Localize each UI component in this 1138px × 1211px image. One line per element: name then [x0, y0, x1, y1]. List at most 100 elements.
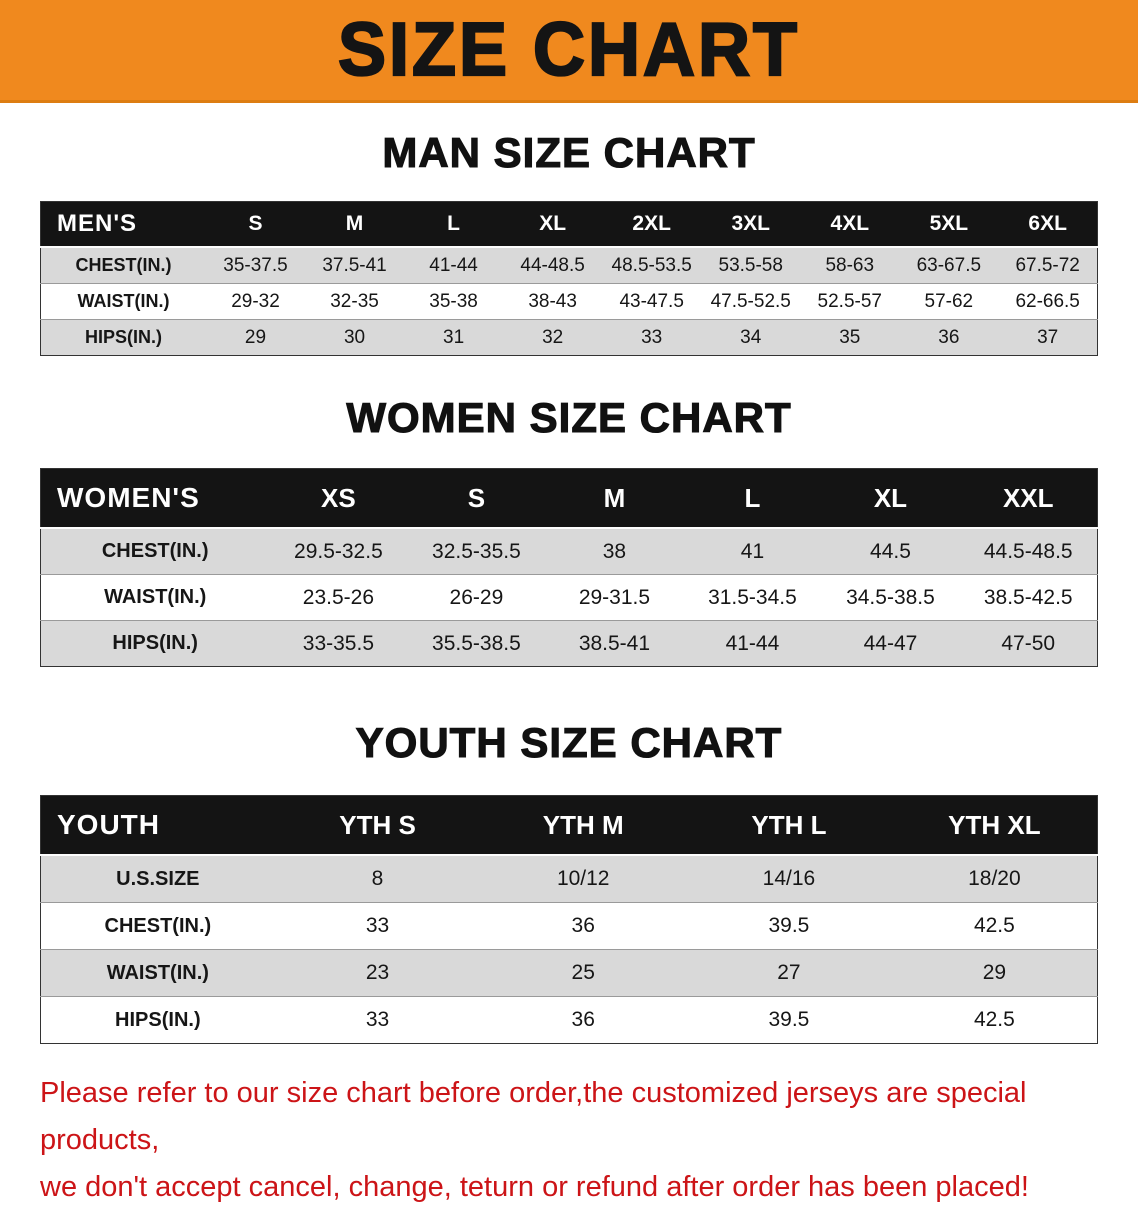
size-column-header: S: [205, 201, 306, 248]
measurement-value: 29-31.5: [545, 574, 684, 621]
measurement-value: 57-62: [899, 283, 999, 320]
measurement-value: 39.5: [686, 902, 892, 950]
table-row: U.S.SIZE 8 10/12 14/16 18/20: [40, 854, 1098, 903]
measurement-value: 41-44: [683, 620, 822, 667]
measurement-value: 52.5-57: [800, 283, 900, 320]
table-row: CHEST(IN.) 33 36 39.5 42.5: [40, 902, 1098, 950]
measurement-value: 44-48.5: [503, 246, 603, 284]
man-section-heading: MAN SIZE CHART: [382, 128, 756, 176]
size-column-header: 5XL: [899, 201, 999, 248]
measurement-value: 37: [998, 319, 1098, 356]
measurement-value: 42.5: [891, 996, 1098, 1044]
measurement-value: 48.5-53.5: [602, 246, 702, 284]
measurement-label: U.S.SIZE: [40, 854, 275, 903]
womens-size-table: WOMEN'S XS S M L XL XXL CHEST(IN.) 29.5-32.5 32.…: [40, 468, 1098, 667]
measurement-value: 39.5: [686, 996, 892, 1044]
measurement-value: 29: [891, 949, 1098, 997]
measurement-value: 35: [800, 319, 900, 356]
measurement-value: 8: [274, 854, 481, 903]
measurement-value: 14/16: [686, 854, 892, 903]
measurement-value: 10/12: [480, 854, 687, 903]
measurement-label: HIPS(IN.): [40, 996, 275, 1044]
measurement-value: 31.5-34.5: [683, 574, 822, 621]
measurement-value: 62-66.5: [998, 283, 1098, 320]
womens-table-body: CHEST(IN.) 29.5-32.5 32.5-35.5 38 41 44.5 44.5…: [40, 527, 1098, 667]
table-row: WAIST(IN.) 23 25 27 29: [40, 949, 1098, 997]
size-column-header: 3XL: [701, 201, 801, 248]
size-column-header: L: [404, 201, 504, 248]
size-column-header: YTH XL: [891, 795, 1098, 856]
mens-size-table: MEN'S S M L XL 2XL 3XL 4XL 5XL 6XL CHEST(IN.) 35-3…: [40, 201, 1098, 356]
measurement-value: 33: [274, 902, 481, 950]
youth-size-section: YOUTH SIZE CHART YOUTH YTH S YTH M YTH L YTH…: [0, 718, 1138, 1044]
measurement-value: 23.5-26: [269, 574, 408, 621]
measurement-label: HIPS(IN.): [40, 319, 206, 356]
table-row: HIPS(IN.) 33 36 39.5 42.5: [40, 996, 1098, 1044]
table-group-label: MEN'S: [40, 201, 206, 248]
measurement-label: HIPS(IN.): [40, 620, 270, 667]
measurement-value: 32: [503, 319, 603, 356]
size-column-header: 6XL: [998, 201, 1098, 248]
measurement-label: WAIST(IN.): [40, 949, 275, 997]
measurement-value: 47-50: [959, 620, 1098, 667]
measurement-value: 38.5-41: [545, 620, 684, 667]
mens-table-body: CHEST(IN.) 35-37.5 37.5-41 41-44 44-48.5 48.5…: [40, 246, 1098, 356]
measurement-value: 34: [701, 319, 801, 356]
measurement-value: 29.5-32.5: [269, 527, 408, 575]
table-row: HIPS(IN.) 33-35.5 35.5-38.5 38.5-41 41-44 44-…: [40, 620, 1098, 667]
measurement-label: WAIST(IN.): [40, 574, 270, 621]
measurement-value: 53.5-58: [701, 246, 801, 284]
measurement-value: 25: [480, 949, 687, 997]
womens-table-header-row: WOMEN'S XS S M L XL XXL: [40, 468, 1098, 529]
measurement-value: 23: [274, 949, 481, 997]
women-size-section: WOMEN SIZE CHART WOMEN'S XS S M L XL XXL CHEST…: [0, 393, 1138, 667]
size-column-header: S: [407, 468, 546, 529]
measurement-value: 29: [205, 319, 306, 356]
size-column-header: XS: [269, 468, 408, 529]
measurement-value: 26-29: [407, 574, 546, 621]
measurement-value: 36: [480, 902, 687, 950]
youth-table-body: U.S.SIZE 8 10/12 14/16 18/20 CHEST(IN.) 33 36 39…: [40, 854, 1098, 1044]
measurement-value: 35.5-38.5: [407, 620, 546, 667]
measurement-value: 33: [274, 996, 481, 1044]
disclaimer-line-1: Please refer to our size chart before or…: [40, 1077, 1027, 1156]
youth-table-header-row: YOUTH YTH S YTH M YTH L YTH XL: [40, 795, 1098, 856]
size-chart-banner: SIZE CHART: [0, 0, 1138, 103]
table-row: WAIST(IN.) 23.5-26 26-29 29-31.5 31.5-34.5 34…: [40, 574, 1098, 621]
measurement-value: 43-47.5: [602, 283, 702, 320]
disclaimer-text: Please refer to our size chart before or…: [40, 1070, 1138, 1211]
measurement-value: 34.5-38.5: [821, 574, 960, 621]
size-column-header: XL: [821, 468, 960, 529]
measurement-value: 67.5-72: [998, 246, 1098, 284]
measurement-value: 44.5-48.5: [959, 527, 1098, 575]
table-row: WAIST(IN.) 29-32 32-35 35-38 38-43 43-47.5 47.…: [40, 283, 1098, 320]
measurement-value: 33: [602, 319, 702, 356]
youth-section-heading: YOUTH SIZE CHART: [355, 718, 783, 766]
table-row: CHEST(IN.) 35-37.5 37.5-41 41-44 44-48.5 48.5…: [40, 246, 1098, 284]
size-column-header: YTH L: [686, 795, 892, 856]
measurement-value: 38.5-42.5: [959, 574, 1098, 621]
measurement-value: 41-44: [404, 246, 504, 284]
women-section-heading: WOMEN SIZE CHART: [346, 393, 792, 441]
disclaimer-line-2: we don't accept cancel, change, teturn o…: [40, 1170, 1029, 1203]
mens-table-header-row: MEN'S S M L XL 2XL 3XL 4XL 5XL 6XL: [40, 201, 1098, 248]
measurement-value: 30: [305, 319, 405, 356]
table-row: HIPS(IN.) 29 30 31 32 33 34 35 36 37: [40, 319, 1098, 356]
measurement-value: 58-63: [800, 246, 900, 284]
table-group-label: YOUTH: [40, 795, 275, 856]
measurement-label: WAIST(IN.): [40, 283, 206, 320]
measurement-value: 44-47: [821, 620, 960, 667]
measurement-value: 31: [404, 319, 504, 356]
measurement-value: 32-35: [305, 283, 405, 320]
youth-size-table: YOUTH YTH S YTH M YTH L YTH XL U.S.SIZE 8 10/1…: [40, 795, 1098, 1044]
measurement-value: 42.5: [891, 902, 1098, 950]
table-group-label: WOMEN'S: [40, 468, 270, 529]
size-column-header: 2XL: [602, 201, 702, 248]
size-column-header: M: [305, 201, 405, 248]
measurement-value: 27: [686, 949, 892, 997]
measurement-value: 47.5-52.5: [701, 283, 801, 320]
measurement-value: 32.5-35.5: [407, 527, 546, 575]
measurement-label: CHEST(IN.): [40, 527, 270, 575]
measurement-value: 35-37.5: [205, 246, 306, 284]
measurement-value: 38-43: [503, 283, 603, 320]
